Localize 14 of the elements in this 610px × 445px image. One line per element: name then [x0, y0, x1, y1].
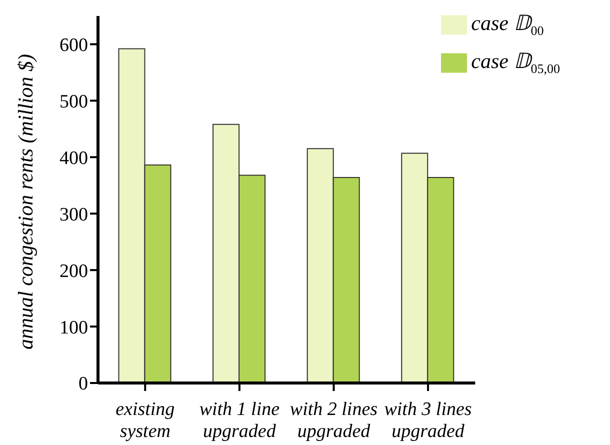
y-tick-label: 300 [60, 204, 88, 226]
x-tick-label: with 2 lines upgraded [290, 399, 378, 442]
x-tick-label: existing system [116, 399, 175, 442]
y-axis-title: annual congestion rents (million $) [13, 54, 38, 350]
legend-label: case 𝔻$_{05,00}$ [471, 49, 560, 76]
y-tick-label: 100 [60, 317, 88, 338]
y-tick-label: 0 [78, 374, 88, 395]
x-tick-label: with 3 lines upgraded [384, 399, 472, 442]
y-tick-label: 200 [60, 260, 88, 282]
y-tick-label: 400 [60, 148, 88, 169]
y-tick-label: 500 [60, 91, 88, 112]
y-tick-label: 600 [60, 34, 88, 56]
legend-label: case 𝔻$_{00}$ [471, 11, 544, 38]
x-tick-label: with 1 line upgraded [199, 399, 280, 442]
